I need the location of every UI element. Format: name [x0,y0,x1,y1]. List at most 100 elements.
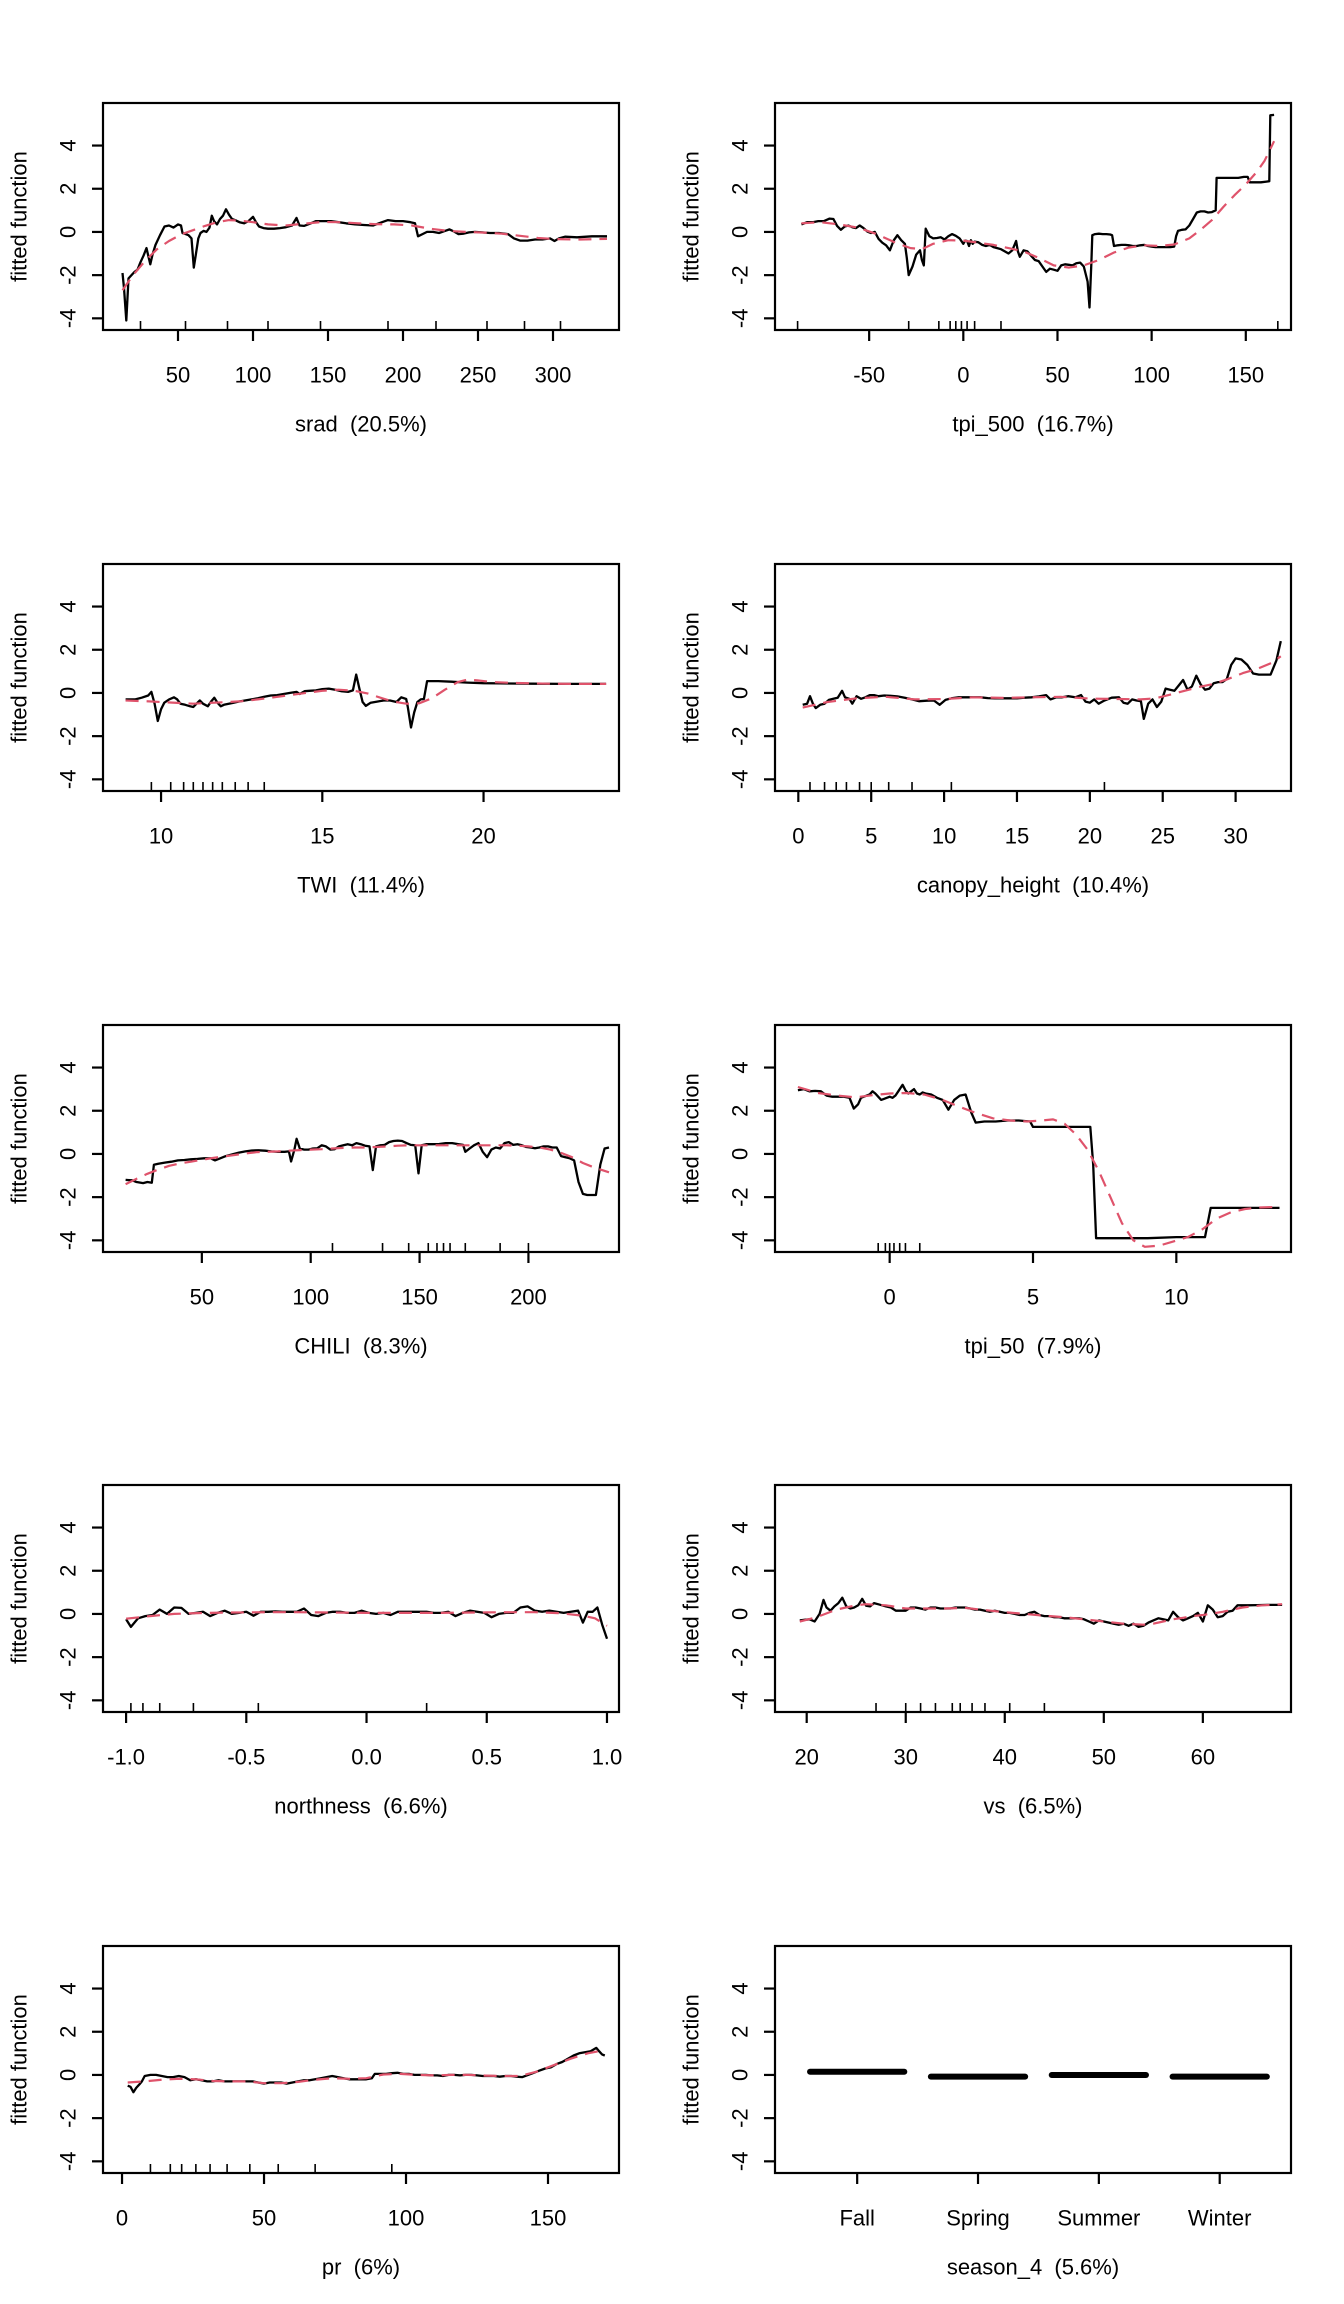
fitted-line [802,640,1282,720]
y-tick-label: -4 [56,1691,81,1711]
y-tick-label: 0 [728,687,753,699]
x-tick-label: Summer [1057,2206,1140,2231]
x-tick-label: 100 [388,2206,425,2231]
plot-box [101,101,621,332]
y-tick-label: 2 [56,1104,81,1116]
smooth-line [125,1611,608,1628]
x-tick-label: 30 [1223,823,1247,848]
y-tick-label: -2 [728,726,753,746]
y-tick-label: -2 [56,1187,81,1207]
y-tick-label: -2 [56,265,81,285]
y-tick-label: 2 [728,1104,753,1116]
x-tick-label: 0 [957,362,969,387]
panel-TWI: -4 -2 0 2 4 fitted function 10 15 20 TWI (11.4%) [0,461,672,922]
fitted-line [797,1083,1280,1239]
plot-box [773,1023,1293,1253]
x-tick-label: 50 [166,362,190,387]
smooth-line [799,1603,1283,1627]
x-tick-label: 15 [310,823,334,848]
panel-season_4-svg: -4 -2 0 2 4 fitted function Fall Spring Summer Wi… [679,1945,1293,2280]
fitted-line [127,2046,606,2094]
y-axis-title: fitted function [7,612,32,743]
y-tick-label: -4 [56,1230,81,1250]
x-tick-label: 25 [1150,823,1174,848]
plot-box [101,1945,621,2175]
x-tick-label: 0 [884,1284,896,1309]
panel-northness-svg: -4 -2 0 2 4 fitted function -1.0 -0.5 0.0 0.5 1.0 n… [7,1484,623,1819]
y-tick-label: -4 [728,1691,753,1711]
panel-CHILI: -4 -2 0 2 4 fitted function 50 100 150 200 CHILI (… [0,922,672,1383]
fitted-line [800,113,1275,309]
panel-canopy_height: -4 -2 0 2 4 fitted function 0 5 10 15 20 25 30 canopy… [672,461,1344,922]
x-axis-title: vs (6.5%) [984,1794,1083,1819]
y-tick-label: -4 [728,1230,753,1250]
x-tick-label: 100 [1133,362,1170,387]
panel-CHILI-svg: -4 -2 0 2 4 fitted function 50 100 150 200 CHILI (… [7,1023,621,1358]
x-tick-label: 60 [1191,1745,1215,1770]
x-tick-label: 0.0 [351,1745,382,1770]
y-tick-label: -2 [56,726,81,746]
x-tick-label: -50 [853,362,885,387]
y-axis-title: fitted function [679,151,704,282]
plot-box [773,1945,1293,2175]
y-tick-label: -4 [56,769,81,789]
y-axis-title: fitted function [679,612,704,743]
x-tick-label: 150 [530,2206,567,2231]
panel-srad: -4 -2 0 2 4 fitted function 50 100 150 200 250 300 s… [0,0,672,461]
x-tick-label: 1.0 [592,1745,623,1770]
plot-box [773,1484,1293,1714]
panel-season_4: -4 -2 0 2 4 fitted function Fall Spring Summer Wi… [672,1843,1344,2304]
x-tick-label: 200 [385,362,422,387]
y-axis-title: fitted function [7,1994,32,2125]
plot-box [101,1023,621,1253]
y-tick-label: 0 [56,1147,81,1159]
x-axis-title: canopy_height (10.4%) [917,872,1149,897]
y-tick-label: 0 [56,226,81,238]
y-tick-label: 4 [728,1061,753,1073]
x-tick-label: 300 [535,362,572,387]
x-tick-label: 150 [401,1284,438,1309]
x-tick-label: 15 [1005,823,1029,848]
y-tick-label: 4 [728,1522,753,1534]
x-tick-label: 150 [1227,362,1264,387]
panel-tpi_500-svg: -4 -2 0 2 4 fitted function -50 0 50 100 150 tpi_50… [679,101,1293,436]
panel-pr: -4 -2 0 2 4 fitted function 0 50 100 150 pr (6%) [0,1843,672,2304]
x-tick-label: 200 [510,1284,547,1309]
y-tick-label: 2 [56,2026,81,2038]
smooth-line [127,2049,606,2085]
fitted-line [125,1137,610,1196]
x-axis-title: TWI (11.4%) [297,872,425,897]
y-tick-label: 0 [56,687,81,699]
x-tick-label: 0 [116,2206,128,2231]
x-tick-label: 5 [865,823,877,848]
x-tick-label: 20 [1078,823,1102,848]
fitted-line [799,1596,1283,1629]
x-axis-title: CHILI (8.3%) [294,1333,427,1358]
y-tick-label: 2 [56,643,81,655]
panel-tpi_500: -4 -2 0 2 4 fitted function -50 0 50 100 150 tpi_50… [672,0,1344,461]
x-axis-title: srad (20.5%) [295,411,427,436]
y-tick-label: -4 [56,2152,81,2172]
y-tick-label: -2 [728,2109,753,2129]
x-tick-label: -0.5 [227,1745,265,1770]
panel-vs-svg: -4 -2 0 2 4 fitted function 20 30 40 50 60 vs (6.5%… [679,1484,1293,1819]
x-tick-label: 40 [993,1745,1017,1770]
x-tick-label: 5 [1027,1284,1039,1309]
x-tick-label: 10 [1164,1284,1188,1309]
x-axis-title: pr (6%) [322,2255,400,2280]
plot-box [101,562,621,792]
y-tick-label: -4 [56,309,81,329]
x-tick-label: 150 [310,362,347,387]
y-tick-label: -4 [728,309,753,329]
y-tick-label: 2 [728,1565,753,1577]
smooth-line [797,1085,1280,1248]
fitted-line [125,673,607,729]
x-axis-title: tpi_500 (16.7%) [952,411,1113,436]
y-tick-label: 2 [56,183,81,195]
x-tick-label: 250 [460,362,497,387]
x-tick-label: 50 [190,1284,214,1309]
x-tick-label: 50 [252,2206,276,2231]
y-tick-label: -2 [56,2109,81,2129]
panel-vs: -4 -2 0 2 4 fitted function 20 30 40 50 60 vs (6.5%… [672,1382,1344,1843]
y-axis-title: fitted function [679,1533,704,1664]
